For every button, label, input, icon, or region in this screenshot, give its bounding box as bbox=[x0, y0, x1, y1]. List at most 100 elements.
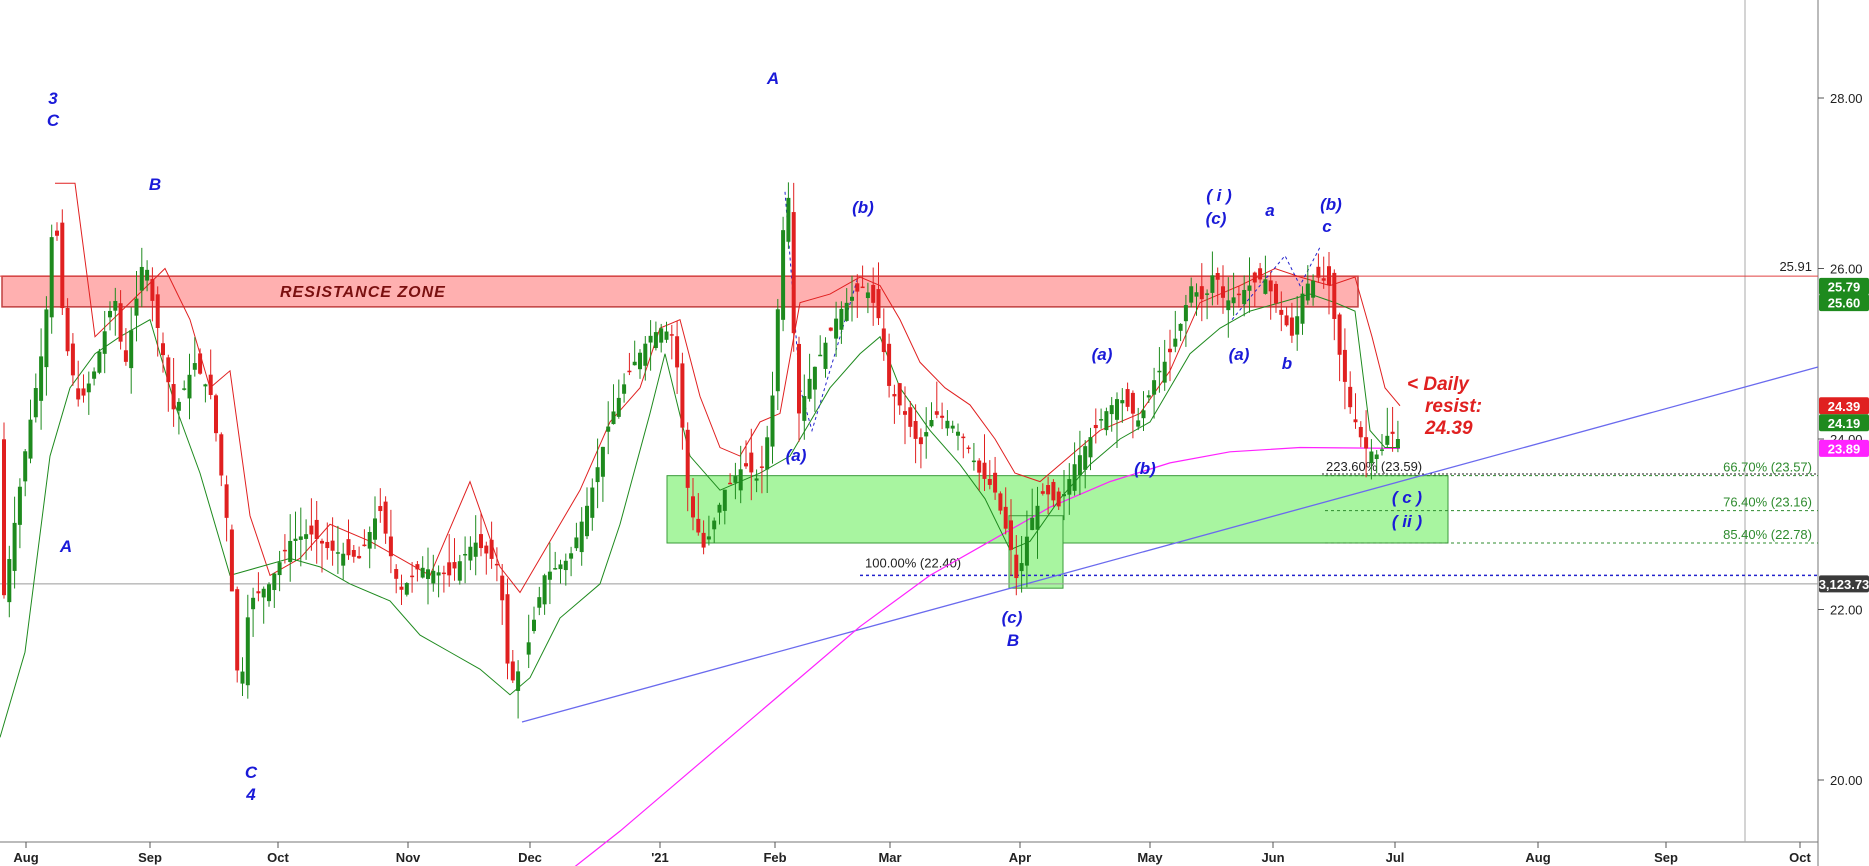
candle-246 bbox=[1311, 274, 1316, 306]
wave-label-10: B bbox=[1007, 631, 1019, 650]
candle-222 bbox=[1183, 294, 1188, 347]
fib-label-100: 100.00% (22.40) bbox=[865, 555, 961, 570]
candle-257 bbox=[1369, 439, 1374, 480]
candle-206 bbox=[1099, 408, 1104, 429]
candle-66 bbox=[351, 544, 356, 563]
candle-239 bbox=[1274, 281, 1278, 313]
candle-143 bbox=[765, 425, 770, 494]
candle-228 bbox=[1215, 267, 1220, 305]
fib-label-2: 85.40% (22.78) bbox=[1723, 527, 1812, 542]
candle-60 bbox=[320, 538, 324, 573]
candle-201 bbox=[1072, 442, 1077, 496]
candle-161 bbox=[860, 265, 865, 289]
wave-label-4: C bbox=[245, 763, 258, 782]
candle-199 bbox=[1062, 470, 1066, 521]
candle-114 bbox=[611, 384, 616, 425]
candle-244 bbox=[1300, 286, 1305, 335]
candle-50 bbox=[267, 582, 271, 607]
candle-152 bbox=[812, 366, 817, 412]
candle-175 bbox=[934, 381, 939, 419]
wave-label-0: 3 bbox=[48, 89, 58, 108]
wave-label-6: A bbox=[766, 69, 779, 88]
candle-248 bbox=[1321, 256, 1326, 289]
fib-label-0: 66.70% (23.57) bbox=[1723, 460, 1812, 475]
wave-label-15: a bbox=[1265, 201, 1274, 220]
candle-212 bbox=[1130, 390, 1135, 439]
candle-216 bbox=[1152, 367, 1157, 419]
candle-120 bbox=[643, 336, 648, 381]
candle-133 bbox=[712, 517, 717, 543]
candle-59 bbox=[314, 500, 319, 564]
candle-129 bbox=[691, 477, 695, 531]
candle-82 bbox=[436, 565, 441, 598]
candle-190 bbox=[1014, 535, 1019, 596]
candle-84 bbox=[447, 534, 452, 587]
candle-221 bbox=[1178, 323, 1183, 342]
candle-163 bbox=[871, 267, 876, 326]
wave-label-16: (a) bbox=[1229, 345, 1250, 364]
candle-179 bbox=[956, 423, 960, 451]
candle-261 bbox=[1390, 406, 1395, 452]
candle-9 bbox=[49, 224, 54, 334]
price-badge-3: 24.19 bbox=[1819, 414, 1869, 432]
ma-slow bbox=[574, 446, 1401, 866]
candle-41 bbox=[219, 432, 224, 487]
candle-13 bbox=[70, 333, 75, 386]
wave-label-17: b bbox=[1282, 354, 1292, 373]
candle-178 bbox=[950, 420, 955, 433]
candle-113 bbox=[606, 401, 611, 455]
candle-63 bbox=[335, 525, 340, 574]
candle-138 bbox=[738, 445, 743, 504]
candle-140 bbox=[749, 428, 754, 501]
x-tick-1: Sep bbox=[138, 850, 162, 865]
candle-20 bbox=[108, 301, 112, 331]
candle-6 bbox=[33, 373, 38, 423]
candle-101 bbox=[542, 573, 547, 615]
candle-141 bbox=[754, 469, 759, 493]
candle-169 bbox=[903, 386, 907, 445]
candle-251 bbox=[1337, 312, 1342, 382]
candle-83 bbox=[441, 565, 446, 593]
candle-122 bbox=[653, 321, 658, 351]
candle-4 bbox=[23, 448, 28, 497]
candle-5 bbox=[28, 399, 33, 464]
candle-132 bbox=[706, 515, 711, 546]
candle-36 bbox=[192, 337, 197, 377]
candle-39 bbox=[208, 349, 213, 400]
candle-215 bbox=[1146, 390, 1151, 404]
candle-27 bbox=[145, 260, 150, 292]
x-tick-10: Jun bbox=[1261, 850, 1284, 865]
fib-label-1: 76.40% (23.16) bbox=[1723, 495, 1812, 510]
candle-11 bbox=[60, 209, 65, 315]
candle-124 bbox=[664, 321, 669, 343]
candle-46 bbox=[245, 594, 250, 699]
candle-142 bbox=[759, 445, 764, 494]
x-tick-0: Aug bbox=[13, 850, 38, 865]
candle-15 bbox=[81, 374, 86, 403]
price-badge-1: 25.60 bbox=[1819, 294, 1869, 312]
annotation-line-0: < Daily bbox=[1407, 374, 1470, 395]
candle-146 bbox=[781, 216, 786, 332]
candle-217 bbox=[1157, 347, 1162, 393]
wave-label-12: (b) bbox=[1134, 459, 1156, 478]
candle-198 bbox=[1056, 487, 1061, 510]
candle-176 bbox=[940, 402, 945, 430]
candle-242 bbox=[1289, 302, 1294, 343]
candle-24 bbox=[129, 307, 134, 394]
price-badge-label-2: 24.39 bbox=[1828, 399, 1861, 414]
candle-252 bbox=[1342, 328, 1347, 410]
price-badge-label-3: 24.19 bbox=[1828, 416, 1861, 431]
x-tick-3: Nov bbox=[396, 850, 421, 865]
candle-160 bbox=[855, 274, 860, 318]
x-tick-5: '21 bbox=[651, 850, 669, 865]
candle-40 bbox=[214, 393, 218, 442]
candle-250 bbox=[1332, 269, 1337, 341]
candle-260 bbox=[1385, 407, 1390, 448]
candle-49 bbox=[261, 586, 266, 624]
candle-254 bbox=[1353, 393, 1358, 429]
candle-135 bbox=[722, 489, 727, 525]
wave-label-11: (a) bbox=[1092, 345, 1113, 364]
candle-109 bbox=[585, 487, 589, 540]
candle-110 bbox=[590, 478, 595, 531]
